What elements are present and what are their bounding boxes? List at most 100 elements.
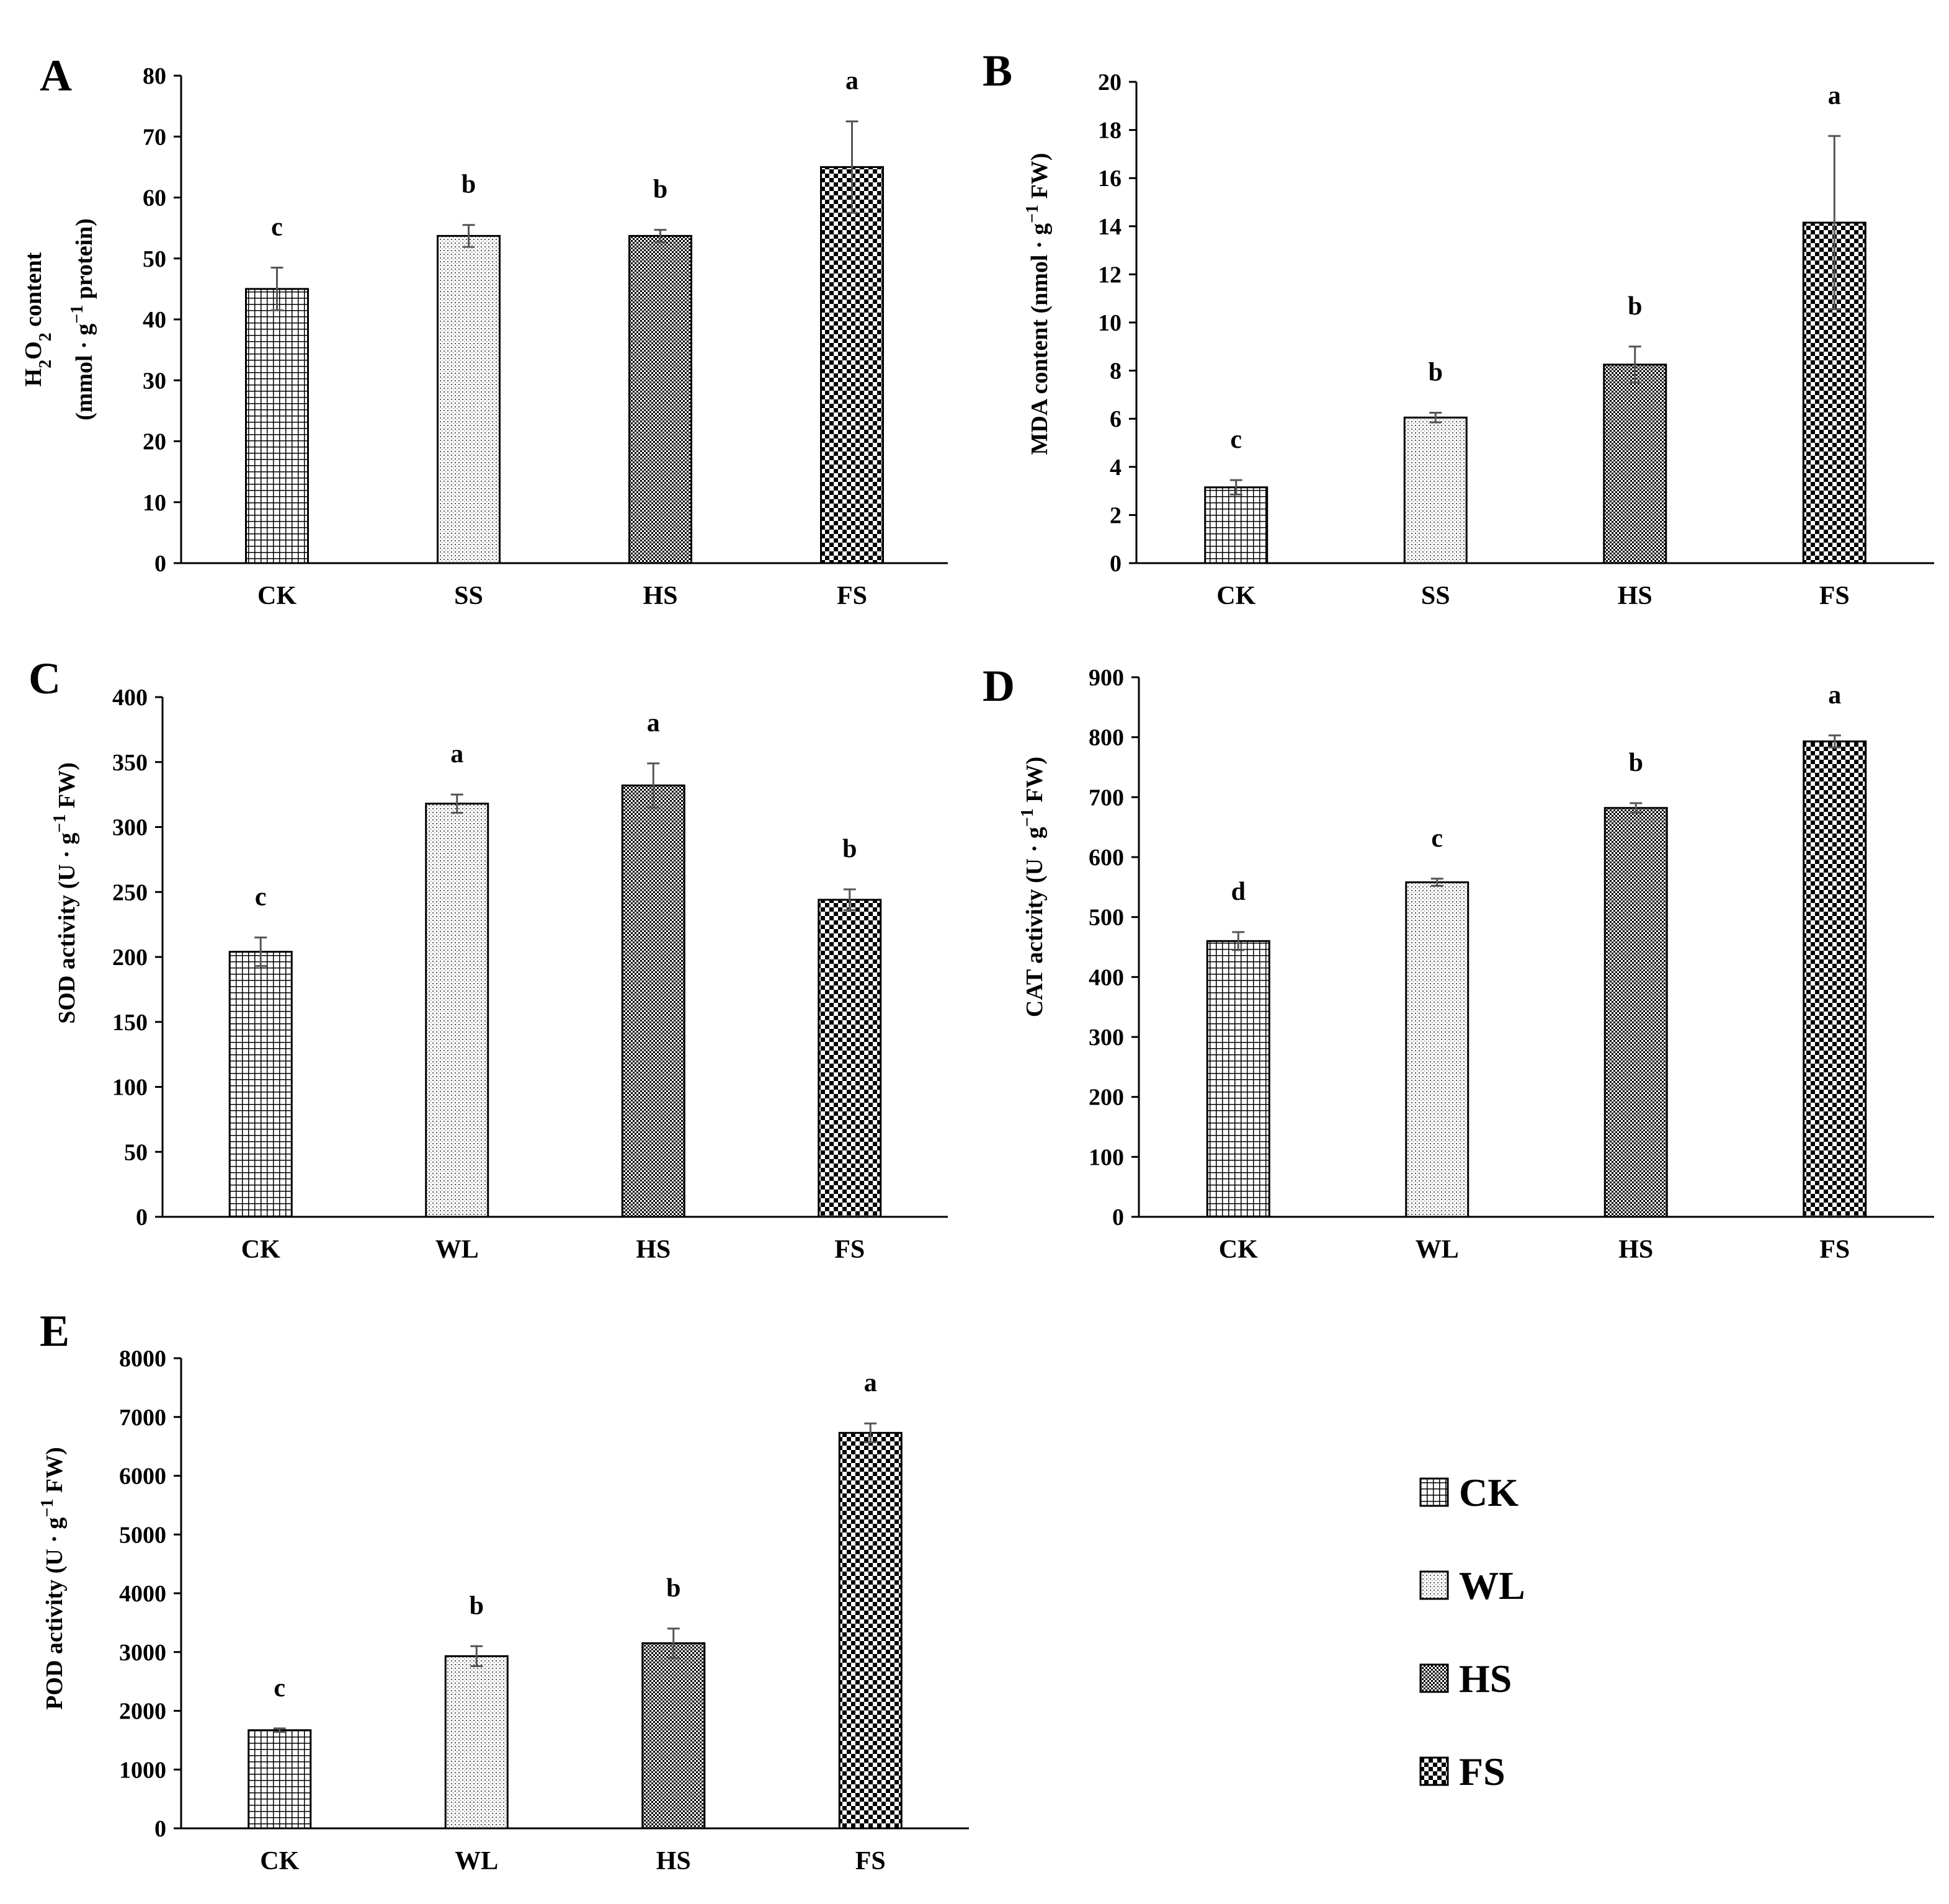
bar-wl bbox=[425, 803, 489, 1218]
legend-swatch-wl bbox=[1419, 1570, 1449, 1600]
legend-item: FS bbox=[1419, 1750, 1505, 1794]
error-bar bbox=[270, 266, 283, 311]
significance-letter: a bbox=[1828, 681, 1841, 710]
significance-letter: c bbox=[1431, 824, 1443, 853]
panel-letter: D bbox=[983, 661, 1015, 711]
y-tick-label: 3000 bbox=[119, 1640, 166, 1666]
error-bar bbox=[1630, 802, 1643, 814]
x-category-label: SS bbox=[1421, 582, 1450, 610]
bar-fs bbox=[838, 1431, 903, 1830]
bar-hs bbox=[628, 234, 692, 564]
bar-wl bbox=[444, 1655, 509, 1830]
y-tick-label: 6000 bbox=[119, 1464, 166, 1490]
y-axis-label: SOD activity (U · g−1 FW) bbox=[50, 762, 81, 1024]
error-bar bbox=[1229, 479, 1242, 496]
y-tick-label: 8000 bbox=[119, 1346, 166, 1372]
y-tick-label: 8 bbox=[1110, 358, 1122, 385]
x-category-label: CK bbox=[241, 1235, 280, 1264]
y-tick-label: 5000 bbox=[119, 1522, 166, 1548]
panel-b-mda-chart: B 0 2 4 6 8 10 12 14 16 18 20 MDA content (nmol · g−… bbox=[983, 46, 1934, 610]
x-category-label: WL bbox=[1416, 1235, 1459, 1264]
legend-item: CK bbox=[1419, 1470, 1519, 1515]
significance-letter: b bbox=[462, 171, 476, 199]
y-tick-label: 350 bbox=[112, 750, 148, 776]
bar-ck bbox=[248, 1729, 312, 1830]
error-bar bbox=[273, 1727, 286, 1733]
bar-fs bbox=[820, 166, 884, 564]
x-category-label: HS bbox=[1618, 582, 1652, 610]
error-bar bbox=[1628, 345, 1641, 384]
y-tick-label: 6 bbox=[1110, 406, 1122, 432]
y-tick-label: 100 bbox=[112, 1075, 148, 1101]
y-tick-label: 30 bbox=[143, 368, 166, 394]
bar-hs bbox=[1603, 363, 1667, 564]
x-category-label: FS bbox=[1819, 582, 1850, 610]
y-tick-label: 300 bbox=[1089, 1025, 1124, 1051]
y-tick-label: 2 bbox=[1110, 502, 1122, 528]
error-bar bbox=[1232, 931, 1245, 951]
y-tick-label: 500 bbox=[1089, 905, 1124, 931]
x-category-label: WL bbox=[435, 1235, 479, 1264]
significance-letter: c bbox=[274, 1674, 285, 1702]
y-tick-label: 400 bbox=[112, 685, 148, 711]
significance-letter: b bbox=[470, 1591, 484, 1620]
x-category-label: FS bbox=[1819, 1235, 1850, 1264]
y-tick-label: 100 bbox=[1089, 1144, 1124, 1170]
y-tick-label: 50 bbox=[143, 246, 166, 272]
bar-wl bbox=[1405, 881, 1470, 1218]
significance-letter: a bbox=[845, 67, 859, 96]
significance-letter: b bbox=[653, 176, 667, 204]
y-tick-label: 50 bbox=[124, 1139, 148, 1165]
x-category-label: FS bbox=[837, 582, 867, 610]
x-category-label: FS bbox=[855, 1847, 886, 1875]
y-tick-label: 20 bbox=[1098, 69, 1122, 96]
y-tick-label: 0 bbox=[136, 1204, 148, 1230]
significance-letter: c bbox=[1230, 425, 1242, 454]
panel-letter: C bbox=[29, 654, 61, 703]
x-category-label: FS bbox=[834, 1235, 865, 1264]
significance-letter: c bbox=[255, 883, 267, 912]
y-tick-label: 200 bbox=[1089, 1085, 1124, 1111]
significance-letter: b bbox=[1629, 749, 1643, 777]
y-tick-label: 80 bbox=[143, 63, 166, 89]
y-tick-label: 0 bbox=[1112, 1204, 1124, 1230]
error-bar bbox=[450, 793, 463, 814]
y-tick-label: 16 bbox=[1098, 166, 1122, 192]
y-tick-label: 10 bbox=[1098, 310, 1122, 336]
error-bar bbox=[1430, 878, 1443, 887]
y-tick-label: 40 bbox=[143, 307, 166, 333]
legend: CK WL HS FS bbox=[1419, 1470, 1525, 1794]
y-tick-label: 2000 bbox=[119, 1699, 166, 1725]
y-tick-label: 60 bbox=[143, 185, 166, 211]
y-tick-label: 0 bbox=[1110, 551, 1122, 577]
x-category-label: WL bbox=[455, 1847, 498, 1875]
panel-letter: E bbox=[40, 1306, 69, 1356]
significance-letter: d bbox=[1231, 878, 1246, 906]
bar-hs bbox=[1603, 807, 1668, 1218]
bar-ss bbox=[1403, 416, 1468, 564]
x-category-label: HS bbox=[656, 1847, 691, 1875]
legend-swatch-fs bbox=[1419, 1756, 1449, 1786]
legend-label: HS bbox=[1459, 1657, 1512, 1701]
x-category-label: HS bbox=[643, 582, 677, 610]
bar-ck bbox=[245, 288, 309, 564]
legend-swatch-hs bbox=[1419, 1663, 1449, 1693]
x-category-label: SS bbox=[454, 582, 483, 610]
bar-fs bbox=[1803, 740, 1867, 1218]
significance-letter: a bbox=[864, 1369, 877, 1397]
significance-letter: b bbox=[666, 1574, 680, 1603]
legend-label: CK bbox=[1459, 1470, 1519, 1515]
significance-letter: c bbox=[271, 213, 283, 241]
y-tick-label: 700 bbox=[1089, 785, 1124, 811]
x-category-label: CK bbox=[257, 582, 297, 610]
significance-letter: b bbox=[1628, 292, 1642, 321]
significance-letter: b bbox=[842, 835, 857, 863]
x-category-label: HS bbox=[1618, 1235, 1653, 1264]
legend-item: WL bbox=[1419, 1564, 1525, 1608]
panel-d-cat-chart: D 0 100 200 300 400 500 600 700 800 900 CAT activit… bbox=[983, 661, 1934, 1264]
error-bar bbox=[647, 762, 660, 809]
y-axis-label: CAT activity (U · g−1 FW) bbox=[1018, 757, 1048, 1017]
legend-label: FS bbox=[1459, 1750, 1505, 1794]
panel-e-pod-chart: E 0 1000 2000 3000 4000 5000 6000 7000 8000 POD ac… bbox=[38, 1306, 969, 1875]
y-tick-label: 0 bbox=[154, 1816, 166, 1842]
